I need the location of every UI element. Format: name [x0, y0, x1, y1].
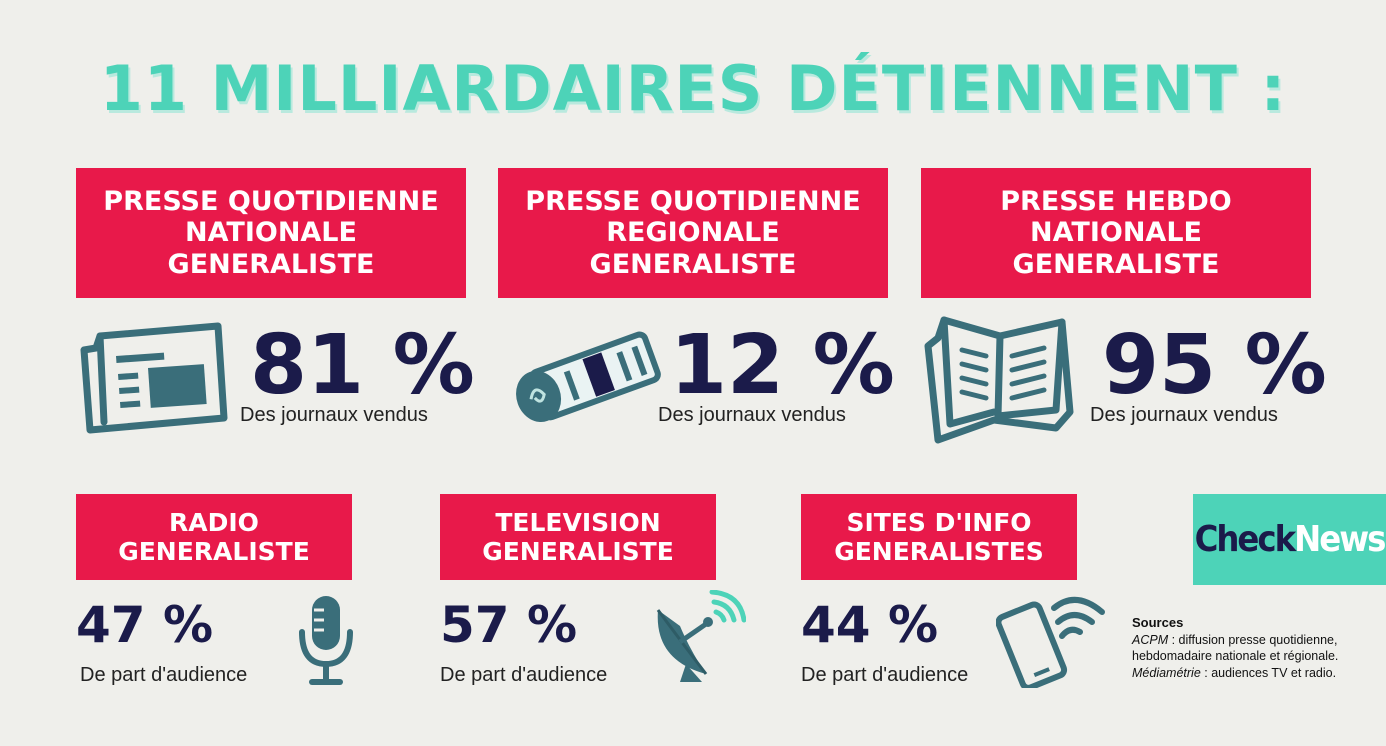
category-banner-hebdo: PRESSE HEBDO NATIONALE GENERALISTE	[921, 168, 1311, 298]
category-banner-sites: SITES D'INFO GENERALISTES	[801, 494, 1077, 580]
stat-value: 81 %	[250, 318, 475, 413]
logo-part-1: Check	[1194, 519, 1297, 560]
banner-line: PRESSE QUOTIDIENNE	[525, 186, 861, 218]
stat-caption: Des journaux vendus	[1090, 404, 1278, 426]
source-acpm-label: ACPM	[1132, 632, 1169, 647]
checknews-logo: Check News	[1193, 494, 1386, 585]
banner-line: REGIONALE	[606, 217, 780, 249]
stat-value: 57 %	[440, 596, 578, 654]
stat-value: 47 %	[76, 596, 214, 654]
banner-line: GENERALISTE	[167, 248, 375, 280]
newspaper-icon	[80, 322, 228, 434]
category-banner-pqr: PRESSE QUOTIDIENNE REGIONALE GENERALISTE	[498, 168, 888, 298]
source-mediametrie-label: Médiamétrie	[1132, 666, 1201, 681]
category-banner-radio: RADIO GENERALISTE	[76, 494, 352, 580]
banner-line: NATIONALE	[185, 217, 357, 249]
category-banner-television: TELEVISION GENERALISTE	[440, 494, 716, 580]
stat-value: 95 %	[1102, 318, 1327, 413]
satellite-dish-icon	[656, 590, 746, 682]
banner-line: GENERALISTE	[1012, 248, 1220, 280]
sources-heading: Sources	[1132, 615, 1184, 630]
banner-line: TELEVISION	[495, 508, 661, 537]
banner-line: PRESSE HEBDO	[1000, 186, 1232, 218]
source-acpm-text: : diffusion presse quotidienne, hebdomad…	[1132, 632, 1339, 664]
stat-caption: De part d'audience	[801, 664, 969, 686]
stat-caption: De part d'audience	[80, 664, 248, 686]
page-title: 11 MILLIARDAIRES DÉTIENNENT :	[99, 52, 1287, 125]
open-magazine-icon	[924, 316, 1074, 444]
stat-value: 12 %	[670, 318, 895, 413]
stat-caption: De part d'audience	[440, 664, 608, 686]
banner-line: PRESSE QUOTIDIENNE	[103, 186, 439, 218]
banner-line: GENERALISTE	[118, 537, 310, 566]
stat-value: 44 %	[801, 596, 939, 654]
stat-caption: Des journaux vendus	[658, 404, 846, 426]
smartphone-wifi-icon	[996, 597, 1105, 688]
stat-caption: Des journaux vendus	[240, 404, 428, 426]
banner-line: NATIONALE	[1030, 217, 1202, 249]
logo-part-2: News	[1294, 519, 1386, 560]
banner-line: GENERALISTE	[589, 248, 797, 280]
banner-line: SITES D'INFO	[846, 508, 1032, 537]
microphone-icon	[299, 596, 353, 685]
source-mediametrie-text: : audiences TV et radio.	[1200, 666, 1337, 681]
sources-note: Sources ACPM : diffusion presse quotidie…	[1132, 614, 1382, 682]
rolled-newspaper-icon	[516, 331, 661, 423]
banner-line: GENERALISTE	[482, 537, 674, 566]
banner-line: GENERALISTES	[834, 537, 1044, 566]
banner-line: RADIO	[169, 508, 259, 537]
category-banner-pqn: PRESSE QUOTIDIENNE NATIONALE GENERALISTE	[76, 168, 466, 298]
